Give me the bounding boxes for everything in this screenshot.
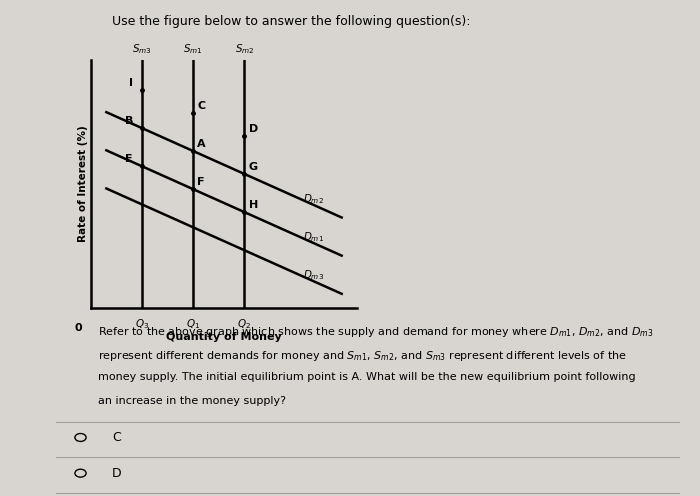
Text: Refer to the above graph which shows the supply and demand for money where $D_{m: Refer to the above graph which shows the… bbox=[98, 325, 654, 339]
Text: H: H bbox=[248, 200, 258, 210]
X-axis label: Quantity of Money: Quantity of Money bbox=[166, 332, 282, 342]
Text: E: E bbox=[125, 154, 133, 165]
Text: $S_{m1}$: $S_{m1}$ bbox=[183, 42, 203, 56]
Text: $D_{m2}$: $D_{m2}$ bbox=[303, 192, 324, 206]
Text: an increase in the money supply?: an increase in the money supply? bbox=[98, 396, 286, 406]
Y-axis label: Rate of Interest (%): Rate of Interest (%) bbox=[78, 125, 88, 242]
Text: money supply. The initial equilibrium point is A. What will be the new equilibri: money supply. The initial equilibrium po… bbox=[98, 372, 636, 382]
Text: $S_{m3}$: $S_{m3}$ bbox=[132, 42, 152, 56]
Text: D: D bbox=[112, 467, 122, 480]
Text: D: D bbox=[248, 124, 258, 134]
Text: represent different demands for money and $S_{m1}$, $S_{m2}$, and $S_{m3}$ repre: represent different demands for money an… bbox=[98, 349, 627, 363]
Text: $S_{m2}$: $S_{m2}$ bbox=[234, 42, 254, 56]
Text: Use the figure below to answer the following question(s):: Use the figure below to answer the follo… bbox=[112, 15, 470, 28]
Text: A: A bbox=[197, 139, 206, 149]
Text: G: G bbox=[248, 162, 258, 172]
Text: $D_{m1}$: $D_{m1}$ bbox=[303, 231, 324, 244]
Text: 0: 0 bbox=[74, 323, 82, 333]
Text: $D_{m3}$: $D_{m3}$ bbox=[303, 268, 324, 282]
Text: B: B bbox=[125, 116, 133, 126]
Text: F: F bbox=[197, 178, 205, 187]
Text: I: I bbox=[129, 78, 133, 88]
Text: C: C bbox=[197, 101, 206, 111]
Text: C: C bbox=[112, 431, 120, 444]
